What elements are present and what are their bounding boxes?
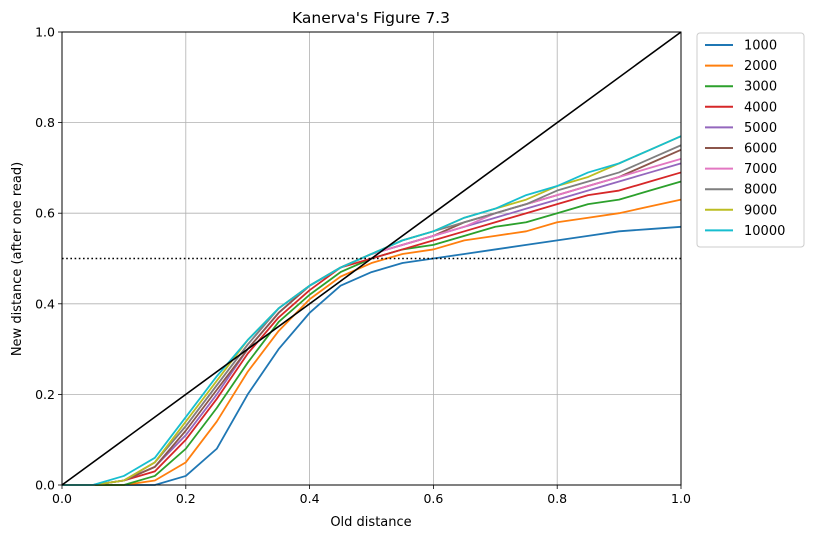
- x-tick-label: 0.6: [423, 491, 443, 506]
- legend-label-10000: 10000: [744, 224, 785, 239]
- x-tick-label: 0.4: [300, 491, 320, 506]
- series-line-2000: [62, 198, 682, 486]
- legend-label-9000: 9000: [744, 203, 777, 218]
- x-tick-label: 0.2: [176, 491, 196, 506]
- legend-label-5000: 5000: [744, 121, 777, 136]
- legend-label-6000: 6000: [744, 142, 777, 157]
- legend: 1000 2000 3000 4000 5000 6000 7000 8000 9000 1000…: [696, 32, 805, 248]
- x-tick-label: 1.0: [671, 491, 691, 506]
- y-tick-label: 0.6: [35, 206, 55, 221]
- chart-title: Kanerva's Figure 7.3: [292, 9, 450, 27]
- y-tick-label: 1.0: [35, 25, 55, 40]
- series-line-10000: [62, 135, 682, 486]
- y-tick-label: 0.4: [35, 296, 55, 311]
- x-tick-label: 0.0: [52, 491, 72, 506]
- x-axis-ticks: 0.0 0.2 0.4 0.6 0.8 1.0: [52, 485, 691, 506]
- y-tick-label: 0.0: [35, 478, 55, 493]
- legend-label-3000: 3000: [744, 80, 777, 95]
- legend-label-8000: 8000: [744, 183, 777, 198]
- legend-label-4000: 4000: [744, 100, 777, 115]
- legend-label-2000: 2000: [744, 59, 777, 74]
- legend-label-1000: 1000: [744, 39, 777, 54]
- plot-frame: [61, 31, 682, 486]
- x-axis-label: Old distance: [330, 515, 411, 530]
- y-axis-label: New distance (after one read): [10, 162, 25, 356]
- series-lines: [62, 135, 682, 486]
- legend-label-7000: 7000: [744, 162, 777, 177]
- y-axis-ticks: 0.0 0.2 0.4 0.6 0.8 1.0: [35, 25, 62, 493]
- identity-diagonal-line: [61, 31, 682, 486]
- series-line-1000: [62, 225, 682, 486]
- y-tick-label: 0.2: [35, 387, 55, 402]
- y-tick-label: 0.8: [35, 115, 55, 130]
- reference-lines: [61, 31, 682, 486]
- x-tick-label: 0.8: [547, 491, 567, 506]
